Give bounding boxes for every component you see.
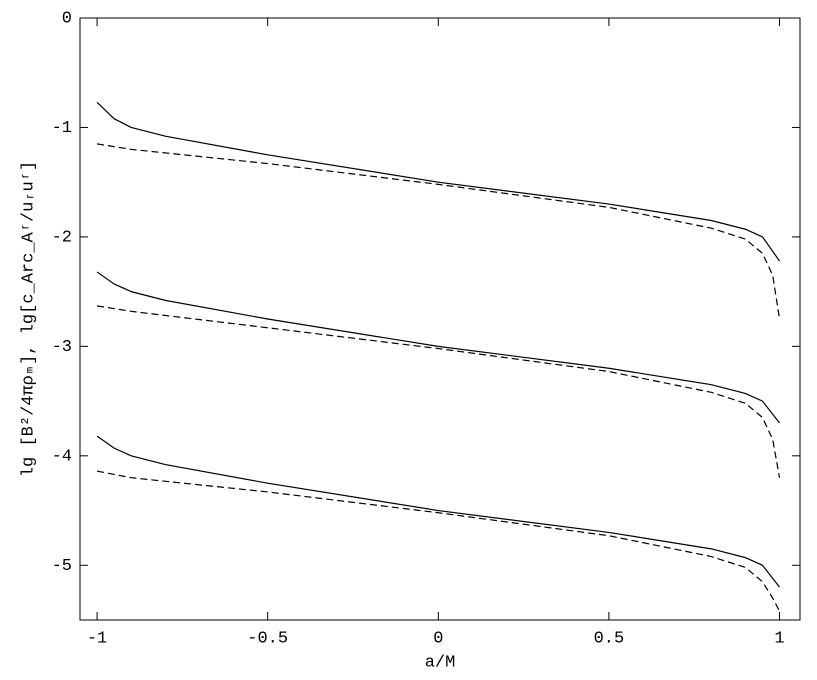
series-line — [96, 143, 781, 320]
plot-frame — [79, 17, 801, 621]
x-axis-label: a/M — [425, 653, 456, 672]
x-tick-label: -0.5 — [247, 629, 288, 648]
y-tick-label: -4 — [52, 447, 72, 466]
x-tick-label: -1 — [87, 629, 107, 648]
series-line — [96, 305, 781, 478]
y-tick-label: -5 — [52, 557, 72, 576]
y-tick-label: 0 — [62, 9, 72, 28]
x-tick-label: 1 — [774, 629, 784, 648]
y-axis-label: lg [B²/4πρₘ], lg[c_Arc_Aʳ/uᵣuʳ] — [19, 161, 38, 477]
series-line — [96, 470, 781, 612]
series-line — [96, 271, 781, 424]
x-tick-label: 0.5 — [594, 629, 625, 648]
y-tick-label: -3 — [52, 338, 72, 357]
y-tick-label: -2 — [52, 228, 72, 247]
series-line — [96, 435, 781, 588]
x-tick-label: 0 — [433, 629, 443, 648]
series-line — [96, 101, 781, 262]
y-tick-label: -1 — [52, 119, 72, 138]
